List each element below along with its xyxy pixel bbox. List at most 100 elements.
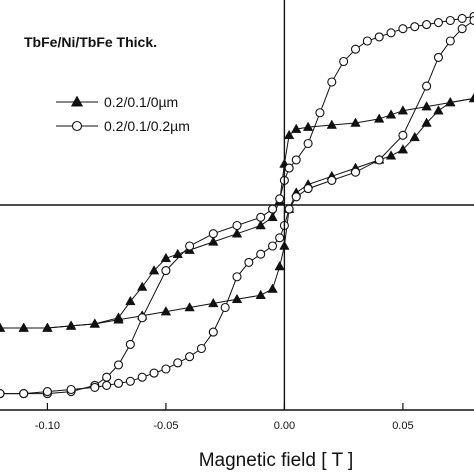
data-point — [397, 144, 409, 154]
data-point — [422, 81, 432, 91]
data-point — [19, 389, 29, 399]
data-point — [385, 150, 397, 160]
data-point — [303, 138, 313, 149]
x-tick-label: -0.10 — [35, 420, 60, 432]
data-point — [196, 343, 206, 354]
data-point — [137, 281, 148, 291]
data-point — [160, 306, 172, 316]
data-point — [267, 204, 278, 214]
data-point — [385, 109, 397, 119]
data-point — [326, 119, 337, 129]
data-point — [231, 228, 243, 238]
x-tick-label: -0.05 — [153, 420, 178, 432]
legend-label: 0.2/0.1/0.2µm — [104, 118, 190, 134]
data-point — [256, 249, 266, 259]
data-point — [284, 163, 294, 173]
data-point — [433, 52, 444, 62]
data-point — [445, 36, 455, 46]
data-point — [386, 28, 396, 38]
data-point — [291, 192, 301, 202]
data-point — [457, 24, 467, 34]
data-point — [148, 265, 160, 275]
data-point — [102, 372, 112, 382]
data-point — [113, 378, 124, 388]
legend-marker-circle — [71, 120, 83, 132]
data-point — [0, 389, 5, 399]
data-point — [315, 108, 325, 118]
x-tick-label: 0.00 — [274, 420, 295, 432]
series-curves — [0, 11, 474, 399]
data-point — [267, 211, 278, 222]
data-point — [66, 384, 76, 395]
legend-marker-triangle — [70, 95, 84, 107]
data-point — [231, 293, 243, 304]
data-point — [302, 121, 314, 131]
data-point — [113, 360, 124, 370]
data-point — [160, 252, 172, 263]
chart-title: TbFe/Ni/TbFe Thick. — [24, 34, 157, 50]
data-point — [445, 15, 455, 26]
data-point — [283, 129, 295, 140]
data-point — [232, 272, 242, 282]
data-point — [421, 101, 432, 111]
data-point — [137, 313, 147, 323]
data-point — [113, 314, 124, 324]
data-point — [362, 36, 372, 46]
data-point — [284, 204, 294, 214]
data-point — [208, 297, 219, 308]
data-point — [173, 358, 183, 368]
data-point — [275, 194, 285, 204]
data-point — [398, 24, 408, 34]
data-point — [327, 77, 337, 87]
data-point — [18, 322, 29, 332]
data-point — [350, 117, 361, 127]
data-point — [409, 131, 420, 142]
data-point — [422, 20, 432, 30]
data-point — [208, 327, 218, 337]
data-point — [374, 32, 384, 42]
data-point — [161, 364, 171, 374]
data-point — [65, 320, 77, 330]
data-point — [274, 260, 285, 271]
data-point — [149, 368, 159, 378]
data-point — [42, 322, 53, 332]
data-point — [137, 372, 147, 382]
data-point — [125, 376, 135, 386]
data-point — [327, 175, 337, 185]
data-point — [468, 92, 474, 103]
data-point — [125, 295, 136, 306]
data-point — [255, 289, 266, 299]
data-point — [397, 105, 409, 115]
data-point — [185, 241, 195, 251]
series-2 — [0, 11, 474, 399]
data-point — [445, 96, 456, 107]
data-point — [433, 105, 444, 115]
data-point — [256, 212, 266, 222]
series-line — [0, 97, 474, 329]
data-point — [208, 229, 218, 239]
data-point — [350, 44, 361, 54]
x-tick-label: 0.05 — [392, 420, 413, 432]
data-point — [291, 123, 302, 133]
data-point — [267, 241, 278, 251]
data-point — [457, 13, 467, 24]
data-point — [339, 56, 349, 67]
data-point — [232, 220, 242, 231]
data-point — [185, 352, 195, 362]
data-point — [421, 117, 432, 127]
data-point — [89, 318, 100, 328]
data-point — [90, 382, 100, 393]
data-point — [374, 113, 385, 123]
data-point — [291, 155, 301, 165]
data-point — [0, 322, 6, 332]
data-point — [410, 22, 420, 32]
data-point — [350, 167, 361, 177]
data-point — [184, 301, 195, 312]
data-point — [398, 130, 408, 140]
data-point — [433, 17, 444, 28]
data-point — [267, 283, 278, 293]
data-point — [374, 155, 384, 165]
legend: 0.2/0.1/0µm 0.2/0.1/0.2µm — [56, 94, 190, 134]
data-point — [102, 380, 112, 390]
